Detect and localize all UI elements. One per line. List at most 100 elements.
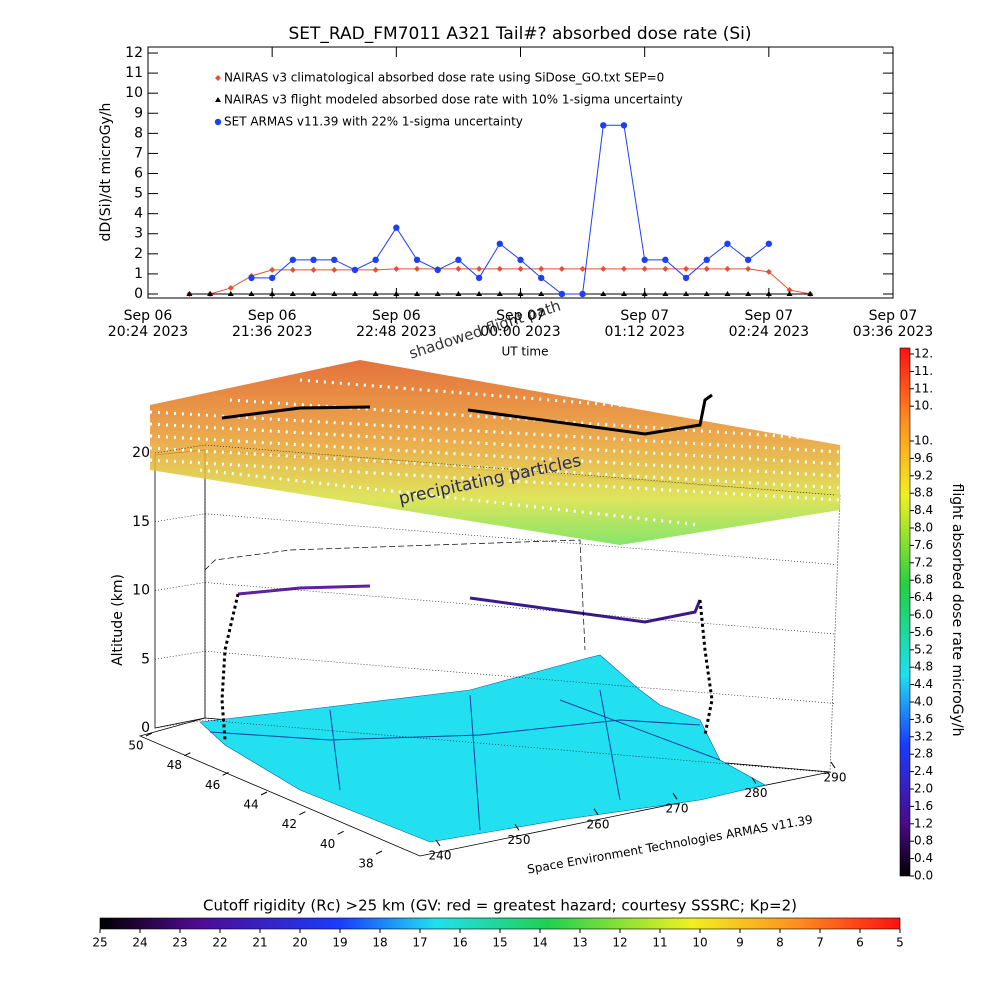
data-point	[289, 266, 296, 273]
colorbar-tick-label: 12.	[914, 347, 933, 361]
data-point	[496, 290, 503, 296]
colorbar-tick-label: 5.6	[914, 625, 933, 639]
descent-path	[698, 599, 714, 736]
data-point	[476, 290, 483, 296]
data-point	[351, 290, 358, 296]
flight-path	[237, 584, 371, 596]
colorbar-tick-label: 7	[816, 936, 824, 950]
credit: Space Environment Technologies ARMAS v11…	[526, 812, 814, 876]
data-point	[393, 265, 400, 272]
y-tick-label: 10	[125, 85, 143, 101]
data-point	[765, 268, 772, 275]
data-point	[538, 290, 545, 296]
data-point	[186, 290, 193, 296]
data-point	[538, 265, 545, 272]
data-point	[641, 290, 648, 296]
grid-line	[204, 650, 836, 704]
legend-label: SET ARMAS v11.39 with 22% 1-sigma uncert…	[224, 115, 523, 129]
data-point	[600, 265, 607, 272]
x-tick-label: Sep 07	[869, 308, 918, 324]
x-tick-label: 40	[320, 837, 335, 851]
z-axis-label: Altitude (km)	[110, 574, 126, 666]
colorbar-tick-label: 14	[532, 936, 547, 950]
data-point	[620, 265, 627, 272]
colorbar-label: Cutoff rigidity (Rc) >25 km (GV: red = g…	[203, 897, 797, 915]
x-tick	[299, 811, 306, 816]
data-point	[765, 240, 773, 247]
grid-line	[154, 513, 206, 523]
data-point	[475, 274, 483, 282]
colorbar-tick-label: 10.	[914, 399, 933, 413]
y-tick-label: 6	[134, 166, 143, 182]
data-point	[786, 286, 793, 293]
colorbar-label: flight absorbed dose rate microGy/h	[949, 484, 965, 737]
left-wall	[154, 449, 206, 729]
grid-line	[204, 582, 836, 635]
data-point	[683, 290, 690, 296]
colorbar-tick-label: 16	[452, 936, 467, 950]
data-point	[248, 274, 255, 282]
projection-line	[204, 539, 586, 651]
data-point	[517, 256, 524, 264]
x-tick-label: Sep 06	[372, 308, 421, 324]
data-point	[724, 240, 731, 247]
precipitation-slab	[150, 360, 840, 545]
shadow-path	[467, 393, 713, 436]
data-point	[703, 290, 710, 296]
data-point	[476, 265, 483, 272]
colorbar-tick-label: 11.	[914, 364, 933, 378]
data-point	[496, 240, 504, 247]
y-tick-label: 1	[134, 266, 143, 282]
data-point	[455, 256, 462, 264]
colorbar-tick-label: 1.6	[914, 799, 933, 813]
data-point	[600, 122, 607, 129]
colorbar-tick-label: 11.	[914, 381, 933, 395]
data-point	[434, 290, 441, 296]
data-point	[517, 290, 524, 296]
colorbar-tick-label: 24	[132, 936, 147, 950]
data-point	[372, 290, 379, 296]
colorbar-tick-label: 8.0	[914, 521, 933, 535]
y-tick-label: 8	[134, 125, 143, 141]
data-point	[372, 266, 379, 273]
x-tick-label: 44	[243, 798, 258, 812]
y-tick-label: 12	[125, 45, 143, 61]
legend-marker	[215, 97, 221, 102]
colorbar-tick-label: 8	[776, 936, 784, 950]
colorbar-tick-label: 6.4	[914, 590, 933, 604]
colorbar-tick-label: 6	[856, 936, 864, 950]
data-point	[496, 265, 503, 272]
colorbar-tick-label: 6.8	[914, 573, 933, 587]
x-tick-label: 20:24 2023	[108, 324, 188, 340]
data-point	[207, 290, 214, 296]
x-tick	[337, 830, 344, 835]
colorbar-tick-label: 8.4	[914, 503, 933, 517]
z-tick-label: 5	[141, 651, 150, 667]
x-tick-label: 48	[167, 758, 182, 772]
data-point	[434, 266, 441, 274]
colorbar-tick-label: 0.0	[914, 869, 933, 883]
climb-path	[220, 593, 240, 741]
x-axis-label: UT time	[501, 345, 548, 359]
colorbar-tick-label: 2.4	[914, 764, 933, 778]
x-tick-label: 42	[282, 817, 297, 831]
data-point	[579, 265, 586, 272]
data-point	[641, 256, 648, 264]
data-point	[745, 265, 752, 272]
data-point	[331, 256, 338, 264]
data-point	[537, 274, 545, 282]
data-point	[331, 266, 338, 273]
data-point	[269, 266, 276, 273]
colorbar-tick-label: 1.2	[914, 816, 933, 830]
data-point	[248, 290, 255, 296]
colorbar-tick-label: 10	[692, 936, 707, 950]
data-point	[227, 290, 234, 296]
data-point	[662, 265, 669, 272]
x-tick-label: 03:36 2023	[853, 324, 933, 340]
y-tick-label: 270	[666, 802, 689, 816]
y-tick-label: 11	[125, 65, 143, 81]
y-axis-label: dD(Si)/dt microGy/h	[98, 103, 114, 242]
y-tick	[435, 839, 441, 847]
data-point	[310, 256, 317, 264]
y-tick-label: 4	[134, 206, 143, 222]
